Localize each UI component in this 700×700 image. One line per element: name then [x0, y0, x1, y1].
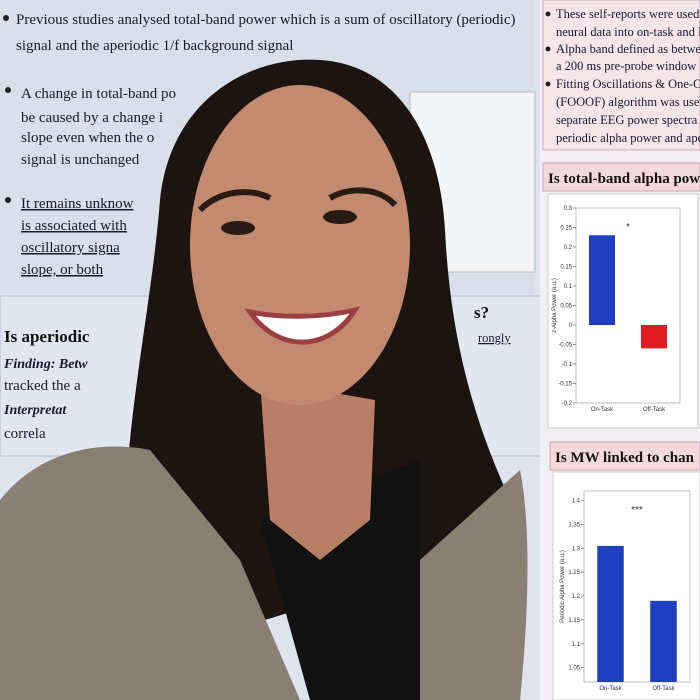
bullet	[545, 11, 551, 17]
bullet	[5, 197, 11, 203]
y-tick-label: -0.15	[558, 382, 572, 388]
bar	[597, 545, 624, 682]
y-tick-label: 0	[569, 323, 573, 329]
poster-text: tracked the a	[4, 378, 81, 394]
poster-text: Previous studies analysed total-band pow…	[16, 12, 515, 28]
poster-text: Fitting Oscillations & One-O	[556, 77, 700, 91]
y-tick-label: 0.3	[564, 206, 573, 212]
jacket	[400, 470, 528, 700]
poster-heading-box	[542, 162, 700, 192]
bar	[641, 325, 667, 349]
poster-heading: Is MW linked to chan	[555, 450, 695, 466]
poster-text: a 200 ms pre-probe window	[556, 59, 696, 73]
poster-text: signal and the aperiodic 1/f background …	[16, 38, 293, 54]
poster-text: slope, or both	[21, 262, 104, 278]
bullet	[545, 81, 551, 87]
x-tick-label: On-Task	[599, 686, 622, 692]
poster-text: neural data into on-task and M	[556, 25, 700, 39]
poster-heading: Is aperiodic	[4, 327, 90, 346]
poster-box	[542, 0, 700, 151]
poster-text: A change in total-band po	[21, 86, 176, 102]
poster-text: slope even when the o	[21, 130, 154, 146]
y-tick-label: 0.15	[560, 265, 572, 271]
y-tick-label: 1.05	[568, 666, 580, 672]
y-tick-label: 1.4	[572, 499, 581, 505]
smile	[244, 306, 361, 345]
eye	[323, 210, 357, 224]
y-tick-label: 1.15	[568, 618, 580, 624]
poster-text: It remains unknow	[21, 196, 134, 212]
poster-text: oscillatory signa	[21, 240, 120, 256]
chart-box	[547, 193, 699, 429]
person	[0, 59, 528, 700]
poster-text: separate EEG power spectra	[556, 113, 698, 127]
poster-text: (FOOOF) algorithm was used	[556, 95, 700, 109]
bullet	[545, 46, 551, 52]
poster-text: be caused by a change i	[21, 110, 163, 126]
neck	[260, 380, 375, 560]
y-tick-label: -0.2	[562, 401, 573, 407]
plot-area	[583, 490, 691, 683]
face	[190, 85, 410, 405]
poster-text: periodic alpha power and ape	[556, 131, 700, 145]
x-tick-label: Off-Task	[643, 407, 666, 413]
eyebrows	[197, 187, 398, 213]
poster-heading: Is total-band alpha pow	[548, 171, 700, 187]
jacket	[0, 446, 300, 700]
y-tick-label: 1.25	[568, 570, 580, 576]
y-axis-label: Periodic Alpha Power (a.u.)	[560, 550, 566, 623]
y-tick-label: -0.05	[558, 343, 572, 349]
poster-text: signal is unchanged	[21, 152, 140, 168]
bullet	[5, 87, 11, 93]
bar	[650, 600, 677, 682]
poster-text: These self-reports were used	[556, 7, 700, 21]
significance: ***	[631, 505, 643, 516]
poster-heading: s?	[474, 303, 489, 322]
x-tick-label: Off-Task	[652, 686, 675, 692]
y-axis-label: z-Alpha Power (a.u.)	[552, 278, 558, 333]
poster-text: is associated with	[21, 218, 127, 234]
poster-text: Finding: Betw	[3, 357, 88, 372]
poster-text: Interpretat	[3, 403, 67, 418]
poster-text: Alpha band defined as betwe	[556, 42, 700, 56]
y-tick-label: 1.2	[572, 594, 581, 600]
y-tick-label: 0.05	[560, 304, 572, 310]
y-tick-label: 1.1	[572, 642, 581, 648]
y-tick-label: 1.35	[568, 522, 580, 528]
y-tick-label: 1.3	[572, 546, 581, 552]
poster-text: rongly	[478, 331, 511, 345]
poster-text: correla	[4, 426, 46, 442]
x-tick-label: On-Task	[591, 407, 614, 413]
y-tick-label: 0.1	[564, 284, 573, 290]
y-tick-label: 0.2	[564, 245, 573, 251]
bullet	[3, 15, 9, 21]
y-tick-label: 0.25	[560, 226, 572, 232]
eye	[221, 221, 255, 235]
y-tick-label: -0.1	[562, 362, 573, 368]
poster-heading-box	[549, 441, 700, 471]
significance: *	[626, 222, 630, 233]
bar	[589, 235, 615, 325]
